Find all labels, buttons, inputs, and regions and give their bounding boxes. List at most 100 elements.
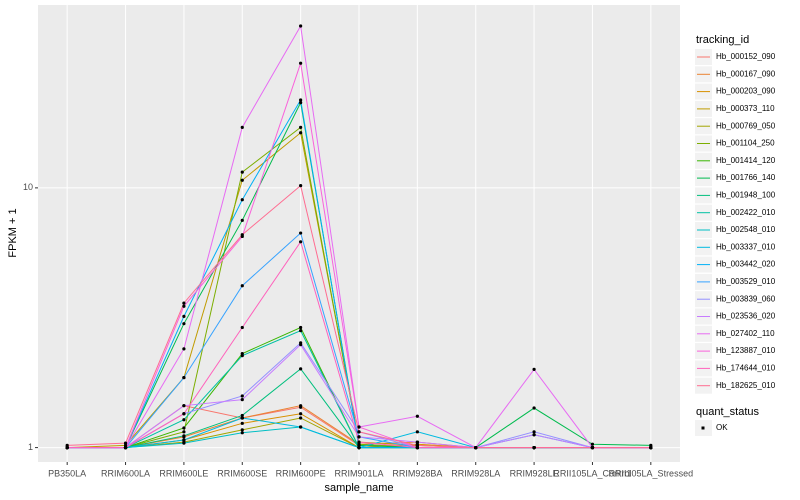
point [182, 404, 186, 408]
legend-label: Hb_001766_140 [716, 173, 776, 182]
point [240, 233, 244, 237]
point [182, 430, 186, 434]
point [182, 412, 186, 416]
point [65, 445, 69, 450]
y-tick-label: 10 [23, 182, 33, 192]
point [299, 325, 303, 330]
point [299, 343, 303, 347]
y-axis-title: FPKM + 1 [7, 208, 19, 257]
x-tick-label: RRIM901LA [334, 468, 383, 478]
x-tick-label: RRIM600PE [276, 468, 326, 478]
point [532, 406, 536, 410]
point [240, 125, 244, 129]
point [299, 100, 303, 105]
point [240, 416, 244, 420]
point [123, 443, 128, 447]
legend-label: Hb_182625_010 [716, 381, 776, 390]
x-tick-label: RRIM928LA [451, 468, 500, 478]
point [182, 434, 186, 438]
point [182, 304, 186, 308]
status-legend-title: quant_status [696, 406, 759, 418]
point [415, 430, 419, 434]
point [357, 440, 361, 444]
point [299, 24, 303, 28]
point [415, 445, 419, 450]
point [357, 443, 361, 447]
point [357, 445, 361, 450]
legend-label: Hb_002548_010 [716, 225, 776, 234]
point [357, 435, 361, 439]
point [240, 431, 244, 435]
point [357, 425, 361, 429]
legend-label: Hb_174644_010 [716, 364, 776, 373]
legend-title: tracking_id [696, 34, 749, 46]
point [415, 443, 419, 447]
status-swatch [701, 426, 705, 430]
point [299, 425, 303, 429]
point [182, 375, 186, 380]
point [532, 430, 536, 434]
point [299, 61, 303, 65]
point [240, 413, 244, 418]
point [299, 98, 303, 102]
point [415, 440, 419, 444]
legend-label: Hb_003529_010 [716, 277, 776, 286]
point [182, 441, 186, 445]
point [649, 443, 653, 447]
point [240, 198, 244, 202]
point [299, 367, 303, 371]
point [590, 442, 595, 446]
point [357, 430, 361, 434]
point [532, 445, 536, 450]
point [299, 231, 303, 235]
point [474, 445, 478, 450]
x-tick-label: PB350LA [48, 468, 86, 478]
point [415, 414, 419, 418]
point [182, 347, 186, 351]
point [240, 284, 244, 288]
legend-label: Hb_023536_020 [716, 312, 776, 321]
point [123, 441, 128, 445]
legend-label: Hb_001948_100 [716, 191, 776, 200]
point [299, 184, 303, 188]
status-label: OK [716, 423, 728, 432]
point [240, 421, 244, 425]
point [240, 170, 244, 174]
point [123, 445, 128, 450]
point [240, 428, 244, 432]
point [182, 418, 186, 422]
x-tick-label: RRIM600LE [159, 468, 208, 478]
point [182, 322, 186, 326]
point [299, 329, 303, 333]
point [240, 354, 244, 358]
point [532, 367, 536, 372]
point [240, 178, 244, 182]
legend-label: Hb_001104_250 [716, 139, 775, 148]
point [299, 240, 303, 244]
x-tick-label: RRII105LA_Control [553, 468, 631, 478]
point [299, 125, 303, 129]
point [299, 404, 303, 408]
x-tick-label: RRII105LA_Stressed [609, 468, 694, 478]
legend-label: Hb_027402_110 [716, 329, 775, 338]
legend-label: Hb_003839_060 [716, 294, 776, 303]
legend-label: Hb_001414_120 [716, 156, 776, 165]
point [299, 416, 303, 420]
x-tick-label: RRIM928LE [510, 468, 559, 478]
point [299, 412, 303, 416]
point [182, 301, 186, 305]
x-tick-label: RRIM600LA [101, 468, 150, 478]
point [65, 443, 69, 447]
point [182, 426, 186, 430]
legend-label: Hb_000152_090 [716, 52, 776, 61]
point [299, 131, 303, 135]
legend-label: Hb_000769_050 [716, 121, 776, 130]
point [240, 218, 244, 222]
y-tick-label: 1 [28, 442, 33, 452]
point [532, 433, 536, 437]
point [649, 445, 653, 450]
point [240, 325, 244, 330]
legend-label: Hb_000167_090 [716, 69, 776, 78]
point [240, 398, 244, 402]
